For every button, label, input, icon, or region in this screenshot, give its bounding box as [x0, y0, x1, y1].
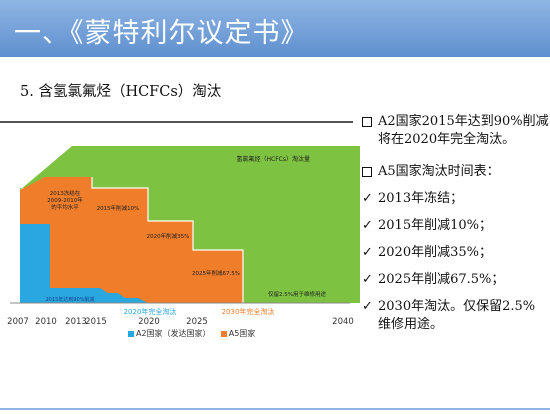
a5-orange-area	[20, 177, 243, 303]
legend-a5-swatch	[220, 330, 227, 337]
label-a5-out: 2030年完全淘汰	[222, 307, 275, 316]
legend-a2-swatch	[128, 330, 134, 337]
list-item-text: 2015年削减10%；	[378, 218, 492, 233]
list-item: ✓ 2020年削减35%；	[362, 244, 550, 262]
list-item: ✓ 2030年淘汰。仅保留2.5%	[362, 298, 550, 316]
a2-bullet: A2国家2015年达到90%削减，	[362, 113, 550, 131]
a2-text-1: A2国家2015年达到90%削减，	[378, 114, 550, 129]
tick-2007: 2007	[7, 317, 29, 327]
a2-blue-area	[20, 224, 148, 303]
label-freeze: 2013冻结在 2009-2010年的平均水平	[47, 189, 83, 211]
label-a2-out: 2020年完全淘汰	[124, 307, 177, 316]
a5-header: A5国家淘汰时间表：	[378, 164, 500, 179]
a2-bullet-cont: 将在2020年完全淘汰。	[362, 131, 550, 149]
divider-line	[0, 121, 353, 123]
tick-2013: 2013	[65, 317, 87, 327]
list-item: ✓ 2015年削减10%；	[362, 217, 550, 235]
tick-2040: 2040	[332, 317, 354, 327]
legend-a2-label: A2国家（发达国家）	[136, 329, 211, 338]
list-item: ✓ 2013年冻结；	[362, 190, 550, 208]
label-green: 氢氯氟烃（HCFCs）淘汰量	[237, 155, 310, 163]
chart-legend: A2国家（发达国家） A5国家	[128, 328, 255, 339]
list-item-text: 2013年冻结；	[378, 191, 464, 206]
right-panel: A2国家2015年达到90%削减， 将在2020年完全淘汰。 A5国家淘汰时间表…	[362, 113, 550, 334]
tick-2010: 2010	[35, 317, 57, 327]
slide-title: 一、《蒙特利尔议定书》	[14, 18, 309, 49]
a2-text-2: 将在2020年完全淘汰。	[378, 132, 516, 147]
label-cut10: 2015年削减10%	[97, 204, 140, 212]
check-icon: ✓	[362, 218, 373, 233]
label-cut35: 2020年削减35%	[147, 232, 190, 240]
label-cut675: 2025年削减67.5%	[192, 269, 240, 277]
list-item-text: 维修用途。	[378, 317, 444, 332]
tick-2015: 2015	[85, 317, 107, 327]
check-icon: ✓	[362, 245, 373, 260]
tick-2020: 2020	[138, 317, 160, 327]
slide-subtitle: 5. 含氢氯氟烃（HCFCs）淘汰	[20, 84, 222, 100]
bottom-rule	[0, 408, 550, 410]
check-icon: ✓	[362, 272, 373, 287]
check-icon: ✓	[362, 299, 373, 314]
tick-2025: 2025	[186, 317, 208, 327]
square-bullet-icon	[362, 167, 372, 177]
title-bar: 一、《蒙特利尔议定书》	[0, 0, 550, 57]
list-item-text: 2025年削减67.5%；	[378, 272, 505, 287]
list-item-text: 2020年削减35%；	[378, 245, 492, 260]
label-a2-90: 2015年达到90%削减	[46, 296, 95, 303]
list-item-text: 2030年淘汰。仅保留2.5%	[378, 299, 536, 314]
list-item: ✓ 2025年削减67.5%；	[362, 271, 550, 289]
a5-header-bullet: A5国家淘汰时间表：	[362, 163, 550, 181]
list-item-cont: 维修用途。	[362, 316, 550, 334]
phaseout-chart: 2007 2010 2013 2015 2020 2025 2040 氢氯氟烃（…	[7, 146, 360, 327]
check-icon: ✓	[362, 191, 373, 206]
legend-a5-label: A5国家	[228, 329, 256, 338]
label-keep25: 仅留2.5%用于维修用途	[268, 290, 326, 298]
green-area	[20, 146, 360, 303]
square-bullet-icon	[362, 117, 372, 127]
